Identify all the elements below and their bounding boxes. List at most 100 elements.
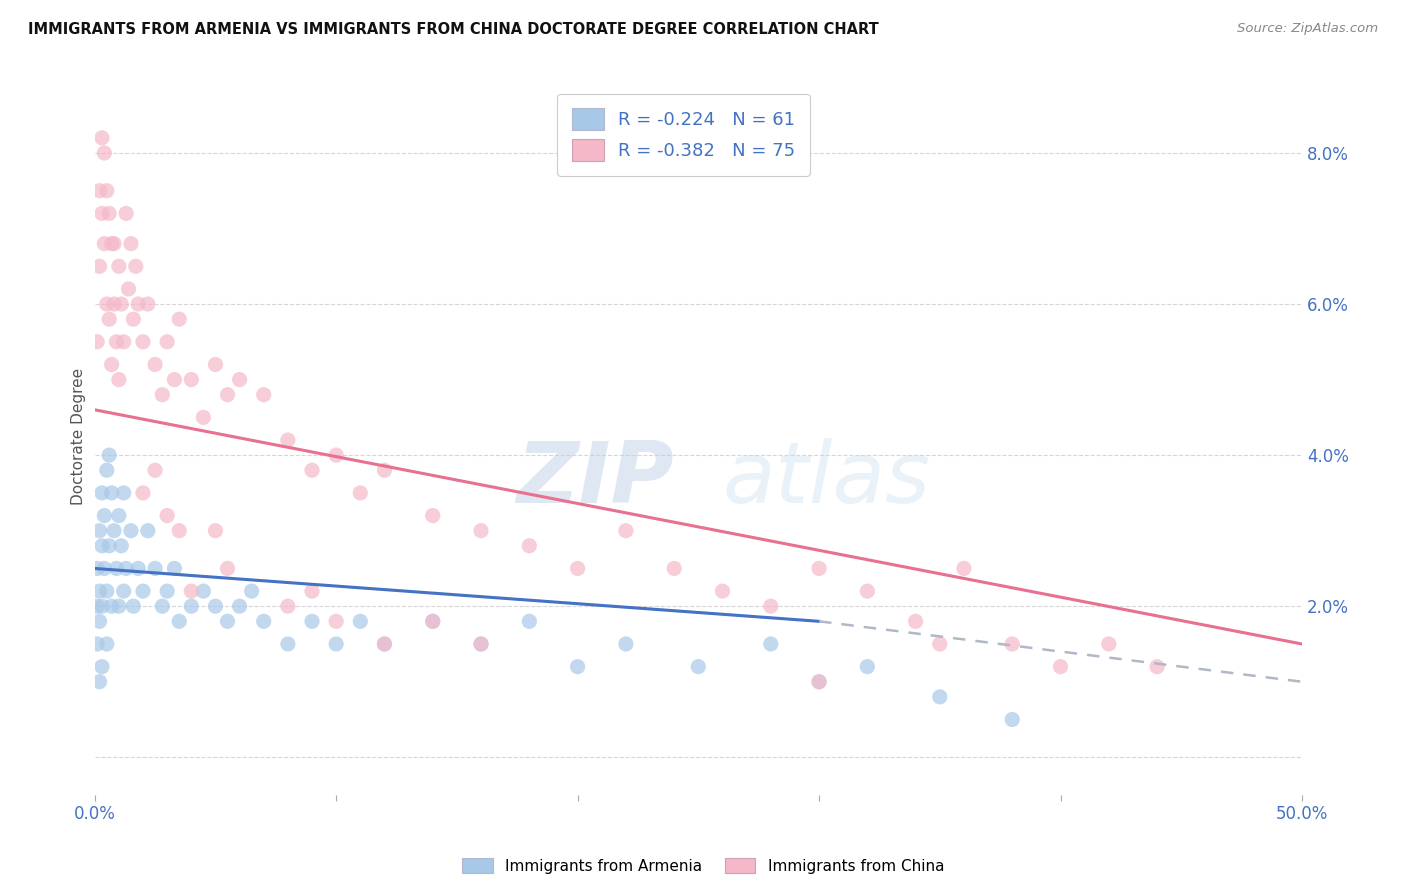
Point (89, 524, 111, 538)
Point (759, 637, 782, 651)
Point (86, 599, 108, 614)
Point (167, 615, 190, 629)
Point (193, 410, 215, 425)
Point (204, 599, 226, 614)
Point (240, 584, 263, 599)
Point (86, 561, 108, 575)
Point (143, 463, 166, 477)
Point (136, 297, 159, 311)
Point (150, 599, 173, 614)
Point (301, 584, 323, 599)
Point (108, 373, 131, 387)
Point (136, 524, 159, 538)
Point (86, 637, 108, 651)
Point (132, 584, 155, 599)
Point (98, 448, 121, 462)
Point (856, 659, 879, 673)
Point (277, 599, 299, 614)
Point (808, 674, 831, 689)
Point (614, 637, 637, 651)
Point (98, 312, 121, 326)
Point (217, 387, 239, 401)
Point (253, 615, 276, 629)
Point (808, 674, 831, 689)
Point (301, 463, 323, 477)
Point (100, 236, 122, 251)
Point (1146, 659, 1168, 673)
Point (517, 539, 540, 553)
Point (127, 561, 149, 575)
Point (664, 561, 686, 575)
Point (180, 584, 202, 599)
Point (759, 599, 782, 614)
Point (156, 334, 179, 349)
Point (349, 615, 371, 629)
Point (325, 448, 347, 462)
Point (567, 561, 589, 575)
Point (180, 599, 202, 614)
Point (1098, 637, 1121, 651)
Point (422, 615, 444, 629)
Point (127, 297, 149, 311)
Point (1001, 637, 1024, 651)
Point (422, 615, 444, 629)
Point (91, 539, 114, 553)
Point (103, 297, 125, 311)
Point (93, 146, 115, 161)
Point (156, 584, 179, 599)
Point (167, 312, 190, 326)
Point (89, 584, 111, 599)
Point (1001, 713, 1024, 727)
Point (132, 334, 155, 349)
Point (110, 539, 132, 553)
Point (163, 373, 186, 387)
Point (156, 508, 179, 523)
Point (93, 236, 115, 251)
Point (110, 297, 132, 311)
Point (112, 334, 135, 349)
Point (953, 561, 976, 575)
Point (422, 508, 444, 523)
Point (108, 260, 131, 274)
Point (325, 637, 347, 651)
Point (91, 599, 114, 614)
Point (120, 236, 142, 251)
Point (150, 387, 173, 401)
Point (100, 599, 122, 614)
Point (277, 433, 299, 447)
Point (91, 486, 114, 500)
Point (125, 260, 148, 274)
Point (277, 637, 299, 651)
Point (614, 524, 637, 538)
Point (86, 334, 108, 349)
Point (470, 637, 492, 651)
Point (105, 561, 128, 575)
Point (856, 584, 879, 599)
Point (91, 659, 114, 673)
Legend: Immigrants from Armenia, Immigrants from China: Immigrants from Armenia, Immigrants from… (456, 852, 950, 880)
Point (1049, 659, 1071, 673)
Point (567, 659, 589, 673)
Point (163, 561, 186, 575)
Point (470, 524, 492, 538)
Point (98, 206, 121, 220)
Point (96, 463, 118, 477)
Point (143, 561, 166, 575)
Point (96, 637, 118, 651)
Point (928, 637, 950, 651)
Point (228, 599, 250, 614)
Point (96, 184, 118, 198)
Point (711, 584, 734, 599)
Point (96, 584, 118, 599)
Point (105, 334, 128, 349)
Point (470, 637, 492, 651)
Point (112, 584, 135, 599)
Point (217, 615, 239, 629)
Point (132, 486, 155, 500)
Point (928, 690, 950, 704)
Point (112, 486, 135, 500)
Point (103, 524, 125, 538)
Text: ZIP: ZIP (516, 438, 675, 521)
Point (89, 260, 111, 274)
Point (143, 358, 166, 372)
